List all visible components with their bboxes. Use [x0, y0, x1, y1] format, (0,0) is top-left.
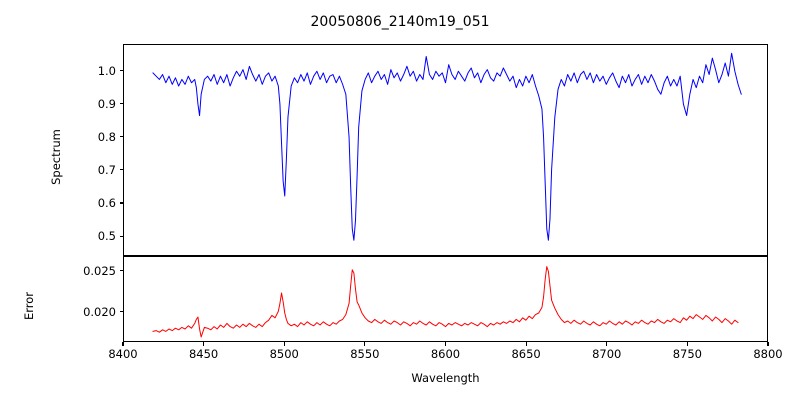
xtick-label: 8500 — [269, 347, 299, 361]
figure-title: 20050806_2140m19_051 — [310, 14, 490, 30]
error-axis-label: Error — [22, 291, 36, 321]
xtick-mark — [606, 342, 608, 346]
xtick-label: 8750 — [672, 347, 703, 361]
error-ytick-mark — [119, 311, 123, 313]
error-ytick-label: 0.020 — [83, 304, 116, 319]
xtick-mark — [767, 342, 769, 346]
spectrum-ytick-label: 0.8 — [97, 129, 116, 144]
error-ytick-label: 0.025 — [83, 263, 116, 278]
spectrum-ytick-group: 0.5 0.6 0.7 0.8 0.9 1.0 — [98, 44, 768, 256]
xtick-mark — [203, 342, 205, 346]
error-ytick-group: 0.020 0.025 — [83, 256, 768, 342]
spectrum-ytick-mark — [119, 136, 123, 138]
error-ytick-mark — [119, 270, 123, 272]
spectrum-ytick-mark — [119, 103, 123, 105]
spectrum-ytick-mark — [119, 169, 123, 171]
spectrum-ytick-mark — [119, 202, 123, 204]
spectrum-axis-label: Spectrum — [49, 129, 63, 185]
spectrum-ytick-mark — [119, 235, 123, 237]
xtick-label: 8450 — [188, 347, 219, 361]
xtick-label: 8650 — [511, 347, 541, 361]
spectrum-axes — [123, 44, 768, 256]
xtick-mark — [686, 342, 688, 346]
spectrum-ytick-label: 0.9 — [97, 96, 116, 111]
spectrum-ytick-label: 0.6 — [97, 196, 116, 210]
xtick-group: 8400 8450 8500 8550 8600 8650 8700 8750 8800 — [108, 256, 783, 361]
xtick-mark — [444, 342, 447, 346]
spectrum-ytick-label: 1.0 — [97, 63, 116, 78]
xtick-mark — [122, 342, 124, 346]
spectrum-ytick-label: 0.5 — [97, 229, 116, 244]
xtick-label: 8700 — [592, 347, 622, 361]
xtick-mark — [364, 342, 366, 346]
error-line-series — [124, 257, 767, 341]
xtick-label: 8600 — [430, 347, 461, 361]
spectrum-ytick-label: 0.7 — [97, 162, 116, 177]
spectrum-ytick-mark — [119, 69, 123, 72]
xtick-label: 8800 — [753, 347, 783, 361]
spectrum-line-series — [124, 45, 767, 255]
xtick-label: 8400 — [108, 347, 138, 361]
x-axis-label: Wavelength — [411, 371, 480, 385]
xtick-label: 8550 — [350, 347, 380, 361]
xtick-mark — [283, 342, 285, 346]
xtick-mark — [525, 342, 527, 346]
error-axes — [123, 256, 768, 342]
